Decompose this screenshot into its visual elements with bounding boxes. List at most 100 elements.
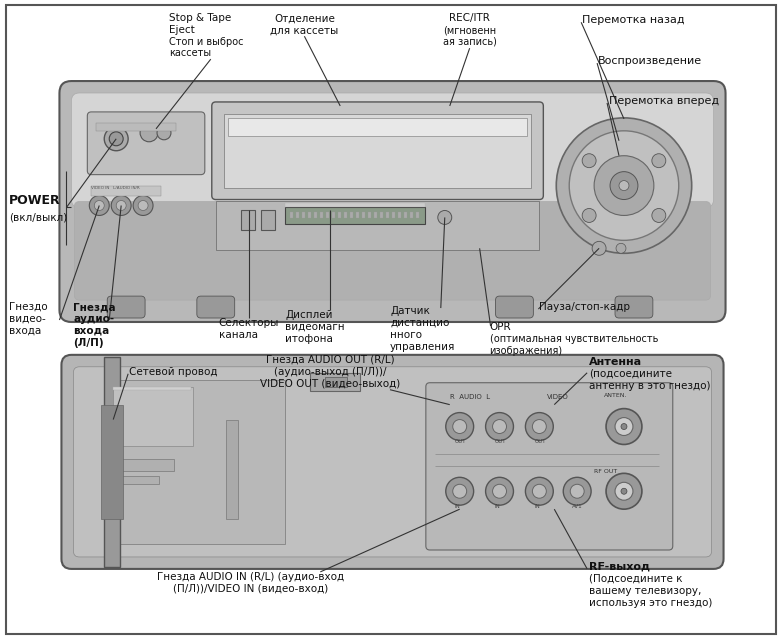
Text: (аудио-выход (П/Л))/: (аудио-выход (П/Л))/ — [274, 367, 386, 377]
Circle shape — [556, 118, 692, 253]
Circle shape — [138, 201, 148, 210]
Circle shape — [438, 210, 452, 224]
Bar — [356, 212, 359, 219]
Bar — [368, 212, 371, 219]
Text: изображения): изображения) — [490, 346, 563, 356]
Bar — [104, 357, 120, 567]
Text: Дисплей: Дисплей — [285, 310, 333, 320]
Text: AV1: AV1 — [572, 504, 583, 509]
Text: Гнезда: Гнезда — [74, 302, 116, 312]
Text: Сетевой провод: Сетевой провод — [129, 367, 217, 377]
Bar — [326, 212, 329, 219]
Text: аудио-: аудио- — [74, 314, 114, 324]
Bar — [260, 210, 274, 231]
FancyBboxPatch shape — [62, 355, 723, 569]
Bar — [228, 118, 527, 136]
Circle shape — [526, 413, 554, 440]
Circle shape — [615, 417, 633, 436]
Text: ANTEN.: ANTEN. — [604, 392, 628, 397]
Text: Перемотка вперед: Перемотка вперед — [609, 96, 719, 106]
Text: OUT: OUT — [494, 440, 506, 445]
Bar — [113, 387, 193, 447]
Circle shape — [615, 482, 633, 500]
Circle shape — [446, 413, 474, 440]
Text: используя это гнездо): используя это гнездо) — [589, 598, 712, 608]
Circle shape — [104, 127, 128, 151]
Bar — [344, 212, 347, 219]
Text: Гнезда AUDIO IN (R/L) (аудио-вход: Гнезда AUDIO IN (R/L) (аудио-вход — [157, 572, 344, 582]
FancyBboxPatch shape — [59, 81, 726, 322]
Bar — [96, 123, 176, 131]
Text: антенну в это гнездо): антенну в это гнездо) — [589, 381, 711, 390]
Text: Пауза/стоп-кадр: Пауза/стоп-кадр — [540, 302, 630, 312]
Bar — [119, 459, 174, 472]
Circle shape — [493, 420, 507, 433]
Text: Гнездо: Гнездо — [9, 302, 47, 312]
Text: управления: управления — [390, 342, 455, 352]
Bar — [113, 387, 191, 390]
Bar — [216, 201, 540, 250]
Circle shape — [486, 477, 514, 505]
Circle shape — [526, 477, 554, 505]
Bar — [314, 212, 317, 219]
Circle shape — [570, 484, 584, 498]
Bar — [241, 210, 255, 231]
Text: итофона: итофона — [285, 334, 333, 344]
Bar — [285, 203, 425, 208]
Bar — [285, 208, 425, 224]
Circle shape — [95, 201, 104, 210]
Circle shape — [619, 181, 629, 190]
Circle shape — [446, 477, 474, 505]
Bar — [91, 185, 161, 196]
Circle shape — [89, 196, 109, 215]
Text: Гнезда AUDIO OUT (R/L): Гнезда AUDIO OUT (R/L) — [266, 355, 395, 365]
Bar — [226, 420, 238, 519]
Bar — [404, 212, 407, 219]
Bar — [416, 212, 419, 219]
Circle shape — [582, 208, 596, 222]
Text: OPR: OPR — [490, 322, 511, 332]
Bar — [339, 212, 341, 219]
Circle shape — [621, 424, 627, 429]
FancyBboxPatch shape — [426, 383, 673, 550]
Text: видеомагн: видеомагн — [285, 322, 345, 332]
Circle shape — [453, 484, 467, 498]
Circle shape — [486, 413, 514, 440]
Text: VIDEO IN   L/AUDIO IN/R: VIDEO IN L/AUDIO IN/R — [91, 185, 140, 190]
Circle shape — [606, 473, 642, 509]
Bar — [224, 114, 532, 188]
Text: POWER: POWER — [9, 194, 60, 207]
Text: для кассеты: для кассеты — [271, 26, 339, 35]
Text: R  AUDIO  L: R AUDIO L — [450, 394, 490, 399]
Bar — [398, 212, 401, 219]
Circle shape — [616, 243, 626, 253]
Bar — [362, 212, 365, 219]
Bar — [321, 212, 323, 219]
Circle shape — [652, 154, 665, 167]
Text: (оптимальная чувствительность: (оптимальная чувствительность — [490, 334, 658, 344]
Text: (П/Л))/VIDEO IN (видео-вход): (П/Л))/VIDEO IN (видео-вход) — [173, 584, 328, 594]
Bar — [296, 212, 300, 219]
Circle shape — [621, 488, 627, 494]
FancyBboxPatch shape — [197, 296, 235, 318]
Bar — [350, 212, 353, 219]
Bar — [386, 212, 389, 219]
Text: (Л/П): (Л/П) — [74, 338, 104, 348]
Circle shape — [610, 172, 638, 199]
FancyBboxPatch shape — [212, 102, 543, 199]
Text: ая запись): ая запись) — [443, 36, 497, 46]
Text: REC/ITR: REC/ITR — [449, 13, 490, 24]
Circle shape — [493, 484, 507, 498]
Text: Датчик: Датчик — [390, 306, 430, 316]
Circle shape — [117, 201, 126, 210]
Circle shape — [133, 196, 153, 215]
Circle shape — [606, 408, 642, 445]
Bar — [308, 212, 311, 219]
Text: (мгновенн: (мгновенн — [443, 26, 497, 35]
Text: Eject: Eject — [169, 26, 195, 35]
Bar — [303, 212, 306, 219]
Text: Перемотка назад: Перемотка назад — [582, 15, 685, 26]
Text: VIDEO: VIDEO — [547, 394, 569, 399]
Circle shape — [453, 420, 467, 433]
Text: входа: входа — [9, 326, 41, 336]
